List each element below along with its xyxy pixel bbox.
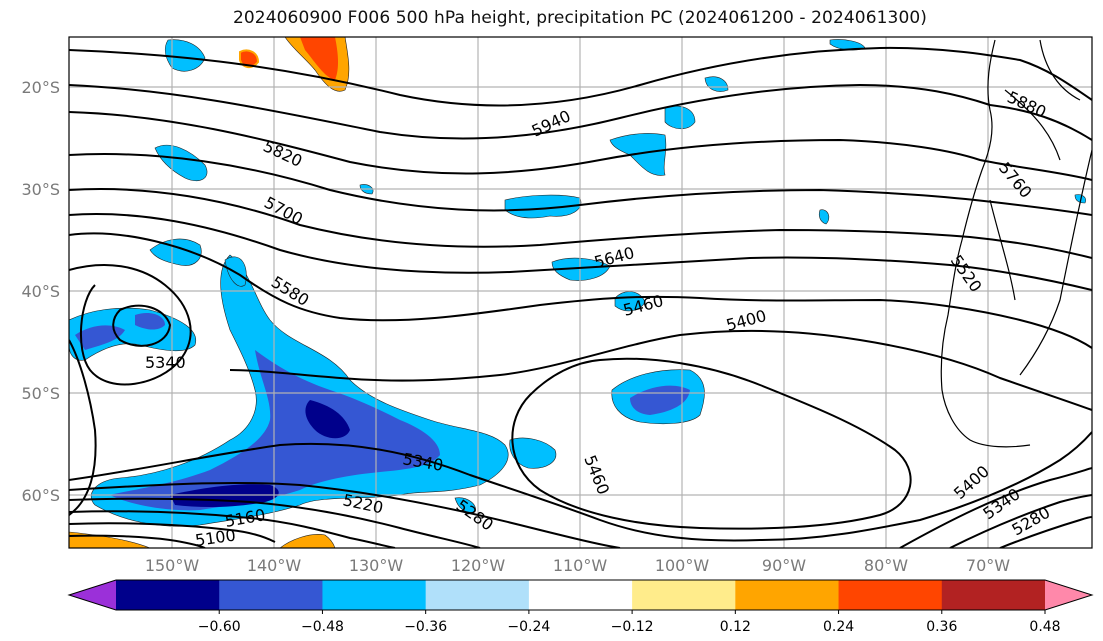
lat-label: 60°S: [21, 486, 60, 505]
colorbar-cell: [425, 580, 530, 610]
colorbar-extend-min: [69, 580, 116, 610]
colorbar-tick-label: 0.36: [926, 619, 957, 635]
colorbar-tick-label: −0.36: [404, 619, 447, 635]
colorbar-extend-max: [1045, 580, 1092, 610]
colorbar-tick-label: −0.60: [198, 619, 241, 635]
colorbar-cell: [219, 580, 323, 610]
lon-label: 90°W: [762, 556, 806, 575]
colorbar-outline: [67, 579, 1094, 611]
colorbar: −0.60 −0.48 −0.36 −0.24 −0.12 0.12 0.24 0.36 0.4…: [67, 579, 1094, 635]
height-contours: [69, 46, 1092, 548]
latitude-labels: 20°S 30°S 40°S 50°S 60°S: [21, 78, 60, 505]
colorbar-cell: [941, 580, 1046, 610]
lon-label: 150°W: [145, 556, 200, 575]
precipitation-shading: [69, 37, 1087, 548]
colorbar-cell: [632, 580, 736, 610]
lat-label: 30°S: [21, 180, 60, 199]
colorbar-cell: [838, 580, 943, 610]
longitude-labels: 150°W 140°W 130°W 120°W 110°W 100°W 90°W…: [145, 556, 1010, 575]
colorbar-cell: [116, 580, 220, 610]
map-frame: [68, 36, 1093, 549]
colorbar-cell: [735, 580, 840, 610]
colorbar-cell: [322, 580, 427, 610]
lat-label: 50°S: [21, 384, 60, 403]
colorbar-tick-label: 0.48: [1029, 619, 1060, 635]
lat-label: 40°S: [21, 282, 60, 301]
lon-label: 130°W: [349, 556, 404, 575]
map-title: 2024060900 F006 500 hPa height, precipit…: [232, 8, 928, 28]
colorbar-tick-label: 0.24: [823, 619, 854, 635]
lon-label: 100°W: [655, 556, 710, 575]
lat-label: 20°S: [21, 78, 60, 97]
coastline: [940, 39, 1092, 448]
lon-label: 120°W: [451, 556, 506, 575]
lon-label: 110°W: [553, 556, 608, 575]
colorbar-tick-label: 0.12: [720, 619, 751, 635]
map-plot-area: [69, 37, 1092, 548]
colorbar-tick-label: −0.48: [301, 619, 344, 635]
contour-label: 5340: [145, 353, 186, 372]
lon-label: 140°W: [247, 556, 302, 575]
graticule: [69, 37, 1092, 548]
colorbar-tick-label: −0.24: [507, 619, 550, 635]
colorbar-tick-label: −0.12: [611, 619, 654, 635]
lon-label: 70°W: [966, 556, 1010, 575]
lon-label: 80°W: [864, 556, 908, 575]
colorbar-cell: [528, 580, 633, 610]
